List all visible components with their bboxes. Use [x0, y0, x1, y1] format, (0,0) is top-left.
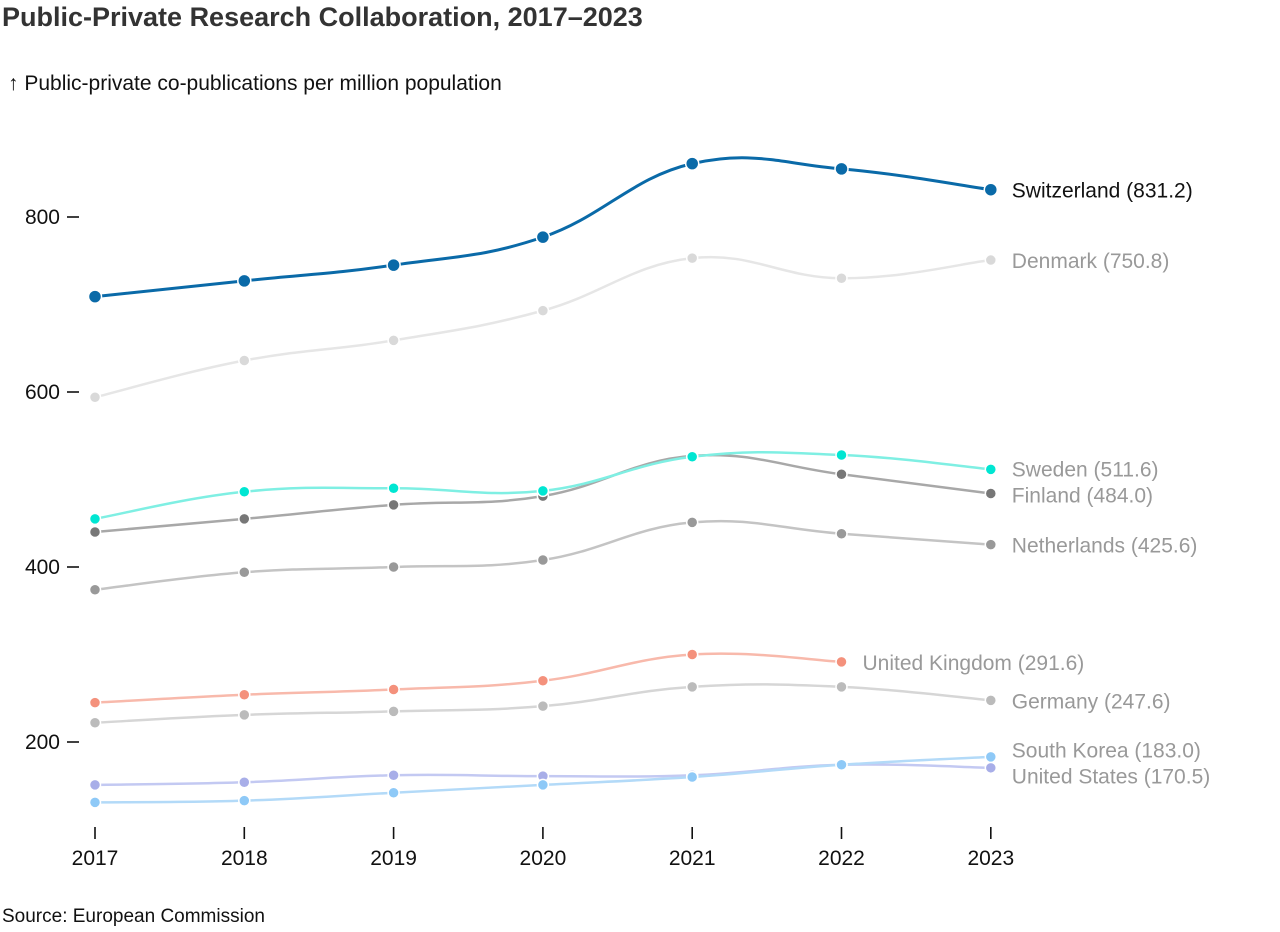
- data-point-south-korea: [835, 758, 848, 771]
- data-point-germany: [387, 705, 400, 718]
- data-point-denmark: [387, 334, 400, 347]
- data-point-germany: [238, 708, 251, 722]
- data-point-finland: [984, 487, 998, 500]
- data-point-netherlands: [984, 538, 998, 551]
- series-line-united-kingdom: [93, 652, 843, 704]
- data-point-united-kingdom: [685, 648, 699, 661]
- data-point-sweden: [88, 512, 102, 526]
- x-tick-label: 2020: [520, 847, 567, 870]
- data-point-switzerland: [983, 182, 999, 197]
- series-points: [87, 156, 999, 809]
- y-axis-label: ↑ Public-private co-publications per mil…: [8, 72, 502, 95]
- data-point-united-states: [984, 761, 998, 775]
- data-point-finland: [88, 525, 102, 539]
- y-axis: 200 400 600 800: [25, 206, 79, 754]
- data-point-denmark: [238, 354, 251, 367]
- data-point-south-korea: [685, 770, 699, 784]
- data-point-finland: [835, 468, 848, 481]
- data-point-south-korea: [387, 786, 400, 799]
- data-point-denmark: [88, 391, 102, 404]
- data-point-south-korea: [536, 778, 550, 792]
- data-point-switzerland: [535, 229, 551, 245]
- data-point-germany: [88, 716, 102, 729]
- data-point-germany: [984, 694, 998, 707]
- data-point-switzerland: [87, 289, 103, 304]
- line-chart: 200 400 600 800 2017 2018 2019 2020 2021 2022 202…: [25, 156, 1211, 870]
- data-point-united-kingdom: [835, 655, 848, 669]
- end-label-united-states: United States (170.5): [1012, 765, 1210, 788]
- data-point-south-korea: [88, 796, 102, 809]
- data-point-sweden: [984, 463, 998, 476]
- x-tick-label: 2022: [818, 847, 865, 870]
- data-point-united-states: [387, 769, 400, 782]
- series-end-labels: Denmark (750.8) Netherlands (425.6) Finlan…: [863, 180, 1211, 789]
- end-label-germany: Germany (247.6): [1012, 690, 1171, 713]
- data-point-united-states: [238, 776, 251, 789]
- y-tick-label: 600: [25, 381, 60, 404]
- y-tick-label: 800: [25, 206, 60, 229]
- x-tick-label: 2019: [370, 847, 417, 870]
- end-label-united-kingdom: United Kingdom (291.6): [863, 652, 1085, 675]
- x-tick-label: 2017: [72, 847, 119, 870]
- data-point-finland: [238, 512, 251, 526]
- end-label-denmark: Denmark (750.8): [1012, 250, 1170, 273]
- data-point-south-korea: [984, 750, 998, 764]
- data-point-denmark: [536, 304, 550, 317]
- data-point-germany: [835, 680, 848, 694]
- data-point-denmark: [984, 253, 998, 267]
- data-point-netherlands: [685, 516, 699, 529]
- data-point-netherlands: [387, 560, 400, 574]
- y-tick-label: 400: [25, 556, 60, 579]
- x-axis: 2017 2018 2019 2020 2021 2022 2023: [72, 827, 1014, 870]
- data-point-south-korea: [238, 794, 251, 807]
- data-point-sweden: [238, 485, 251, 498]
- data-point-switzerland: [834, 161, 849, 177]
- data-point-switzerland: [237, 273, 252, 289]
- end-label-netherlands: Netherlands (425.6): [1012, 535, 1198, 558]
- data-point-united-states: [88, 778, 102, 792]
- x-tick-label: 2021: [669, 847, 716, 870]
- data-point-united-kingdom: [238, 688, 251, 701]
- x-tick-label: 2023: [967, 847, 1014, 870]
- data-point-denmark: [685, 251, 699, 265]
- series-line-switzerland: [93, 156, 993, 299]
- data-point-netherlands: [88, 583, 102, 596]
- data-point-united-kingdom: [536, 674, 550, 687]
- data-point-sweden: [536, 484, 550, 498]
- data-point-united-kingdom: [88, 696, 102, 709]
- data-point-denmark: [835, 272, 848, 285]
- data-point-netherlands: [536, 553, 550, 567]
- data-point-netherlands: [238, 566, 251, 579]
- chart-title: Public-Private Research Collaboration, 2…: [2, 2, 643, 32]
- end-label-finland: Finland (484.0): [1012, 484, 1153, 507]
- data-point-germany: [536, 699, 550, 713]
- data-point-germany: [685, 680, 699, 694]
- end-label-south-korea: South Korea (183.0): [1012, 739, 1201, 762]
- end-label-sweden: Sweden (511.6): [1012, 458, 1159, 481]
- series-line-denmark: [93, 255, 993, 399]
- data-point-finland: [387, 498, 400, 512]
- data-point-sweden: [685, 450, 699, 463]
- data-point-netherlands: [835, 527, 848, 540]
- end-label-switzerland: Switzerland (831.2): [1012, 180, 1193, 203]
- source-note: Source: European Commission: [2, 906, 265, 927]
- data-point-united-kingdom: [387, 683, 400, 696]
- y-tick-label: 200: [25, 731, 60, 754]
- data-point-switzerland: [684, 156, 700, 171]
- data-point-switzerland: [386, 257, 401, 273]
- x-tick-label: 2018: [221, 847, 268, 870]
- data-point-sweden: [835, 448, 848, 462]
- data-point-sweden: [387, 482, 400, 495]
